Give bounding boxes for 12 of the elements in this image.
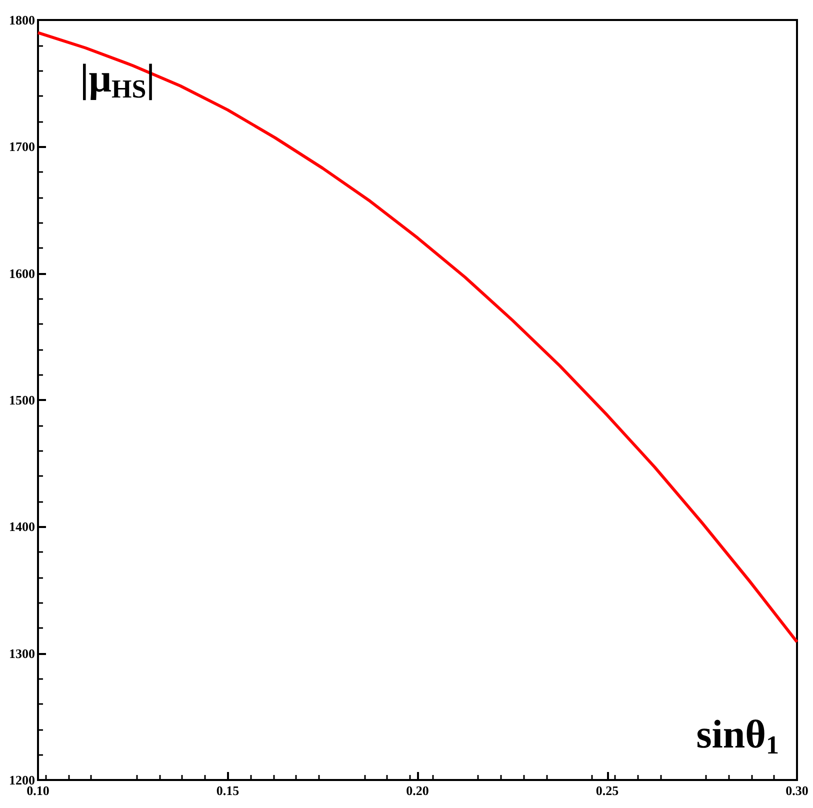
x-tick-label: 0.25	[596, 783, 620, 798]
y-tick-label: 1800	[9, 12, 35, 28]
y-tick-label: 1300	[9, 646, 35, 661]
y-tick-label: 1600	[9, 266, 35, 281]
y-tick-label: 1200	[9, 772, 35, 788]
x-tick-label: 0.15	[216, 783, 240, 798]
y-tick-label: 1700	[9, 139, 35, 154]
y-tick-label: 1500	[9, 392, 35, 408]
x-tick-label: 0.30	[786, 783, 808, 798]
y-tick-label: 1400	[9, 519, 35, 534]
x-tick-label: 0.20	[406, 783, 429, 798]
line-series	[36, 31, 798, 644]
